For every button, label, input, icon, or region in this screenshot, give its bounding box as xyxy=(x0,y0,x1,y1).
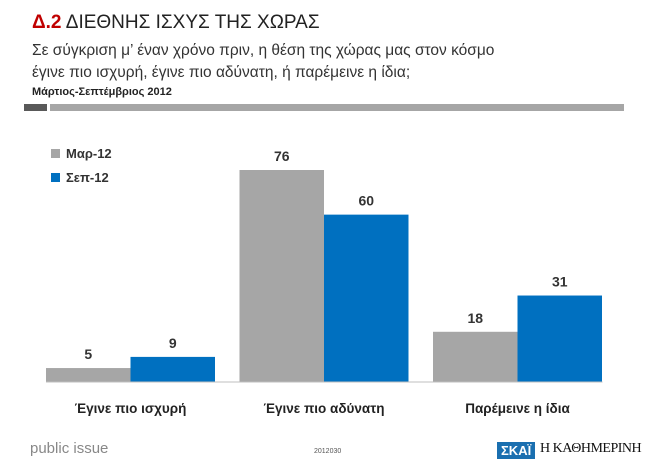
bar xyxy=(433,331,518,382)
period-label: Μάρτιος-Σεπτέμβριος 2012 xyxy=(32,86,172,98)
legend-swatch xyxy=(51,173,60,182)
bar-chart: 5 9 Έγινε πιο ισχυρή 76 60 Έγινε πιο αδύνατη 1… xyxy=(46,148,603,416)
data-label: 9 xyxy=(169,335,177,351)
subtitle-line-1: Σε σύγκριση μ’ έναν χρόνο πριν, η θέση τ… xyxy=(32,42,495,59)
legend-item-mar: Μαρ-12 xyxy=(51,146,112,161)
title-text: ΔΙΕΘΝΗΣ ΙΣΧΥΣ ΤΗΣ ΧΩΡΑΣ xyxy=(65,12,320,33)
legend-label: Μαρ-12 xyxy=(66,146,112,161)
kathimerini-logo: Η ΚΑΘΗΜΕΡΙΝΗ xyxy=(540,441,642,456)
survey-code: 2012030 xyxy=(314,448,342,455)
category-label: Έγινε πιο αδύνατη xyxy=(264,401,385,416)
data-label: 76 xyxy=(274,148,290,164)
divider-dark xyxy=(24,104,47,111)
data-label: 18 xyxy=(467,310,483,326)
data-label: 5 xyxy=(84,346,92,362)
brand-public-issue: public issue xyxy=(30,440,109,457)
category-label: Παρέμεινε η ίδια xyxy=(465,401,570,416)
page-title: Δ.2 ΔΙΕΘΝΗΣ ΙΣΧΥΣ ΤΗΣ ΧΩΡΑΣ xyxy=(32,12,320,34)
bar xyxy=(46,368,131,382)
title-number: Δ.2 xyxy=(32,12,62,33)
subtitle-line-2: έγινε πιο ισχυρή, έγινε πιο αδύνατη, ή π… xyxy=(32,64,411,81)
legend-item-sep: Σεπ-12 xyxy=(51,170,109,185)
data-label: 31 xyxy=(552,274,568,290)
skai-logo: ΣΚΑΪ xyxy=(497,442,536,459)
bar xyxy=(239,170,324,382)
data-label: 60 xyxy=(358,193,374,209)
legend-label: Σεπ-12 xyxy=(66,170,109,185)
legend-swatch xyxy=(51,149,60,158)
bar xyxy=(130,356,215,382)
divider-light xyxy=(50,104,624,111)
bar xyxy=(324,214,409,382)
bar xyxy=(517,295,602,382)
category-label: Έγινε πιο ισχυρή xyxy=(75,401,187,416)
